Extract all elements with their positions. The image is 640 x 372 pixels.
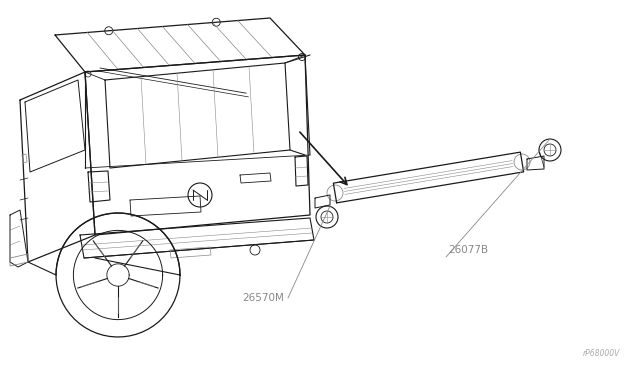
- Text: rP68000V: rP68000V: [582, 349, 620, 358]
- Text: 26570M: 26570M: [242, 293, 284, 303]
- Text: 26077B: 26077B: [448, 245, 488, 255]
